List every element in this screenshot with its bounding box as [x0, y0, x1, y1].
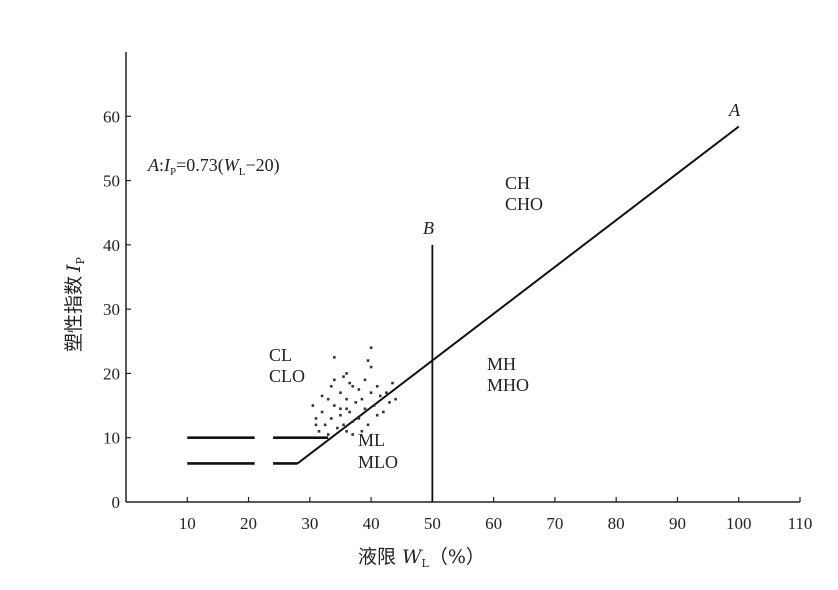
region-label-mlo: MLO — [358, 452, 398, 472]
y-tick-label-10: 10 — [103, 429, 120, 448]
scatter-point-35 — [385, 391, 388, 395]
scatter-point-13 — [342, 423, 345, 427]
x-tick-label-40: 40 — [363, 514, 380, 533]
scatter-point-10 — [336, 426, 339, 430]
scatter-point-21 — [357, 388, 361, 391]
y-tick-label-50: 50 — [103, 172, 120, 191]
scatter-point-41 — [348, 381, 351, 385]
line-a — [296, 125, 740, 465]
scatter-point-27 — [369, 346, 373, 350]
region-label-ch: CH — [505, 173, 530, 193]
scatter-point-23 — [360, 397, 364, 401]
scatter-point-11 — [339, 391, 342, 395]
region-label-mho: MHO — [487, 375, 529, 395]
line-a-label: A — [728, 100, 741, 120]
series-group — [296, 125, 740, 502]
scatter-point-15 — [345, 397, 348, 401]
scatter-point-16 — [345, 429, 348, 433]
x-tick-label-10: 10 — [179, 514, 196, 533]
x-tick-label-100: 100 — [726, 514, 752, 533]
scatter-point-36 — [388, 401, 391, 404]
y-tick-label-0: 0 — [112, 493, 121, 512]
scatter-point-37 — [391, 381, 394, 385]
y-tick-label-30: 30 — [103, 300, 120, 319]
scatter-point-18 — [351, 384, 355, 388]
scatter-point-47 — [314, 423, 318, 427]
scatter-point-42 — [351, 433, 355, 436]
scatter-point-40 — [339, 407, 342, 411]
line-b-label: B — [423, 218, 434, 238]
scatter-point-4 — [323, 423, 327, 427]
x-tick-label-60: 60 — [485, 514, 502, 533]
scatter-point-20 — [354, 401, 358, 404]
y-tick-label-60: 60 — [103, 107, 120, 126]
x-axis-title: 液限 WL（%） — [358, 546, 485, 570]
x-tick-label-70: 70 — [546, 514, 563, 533]
scatter-point-30 — [372, 404, 376, 407]
scatter-point-31 — [375, 384, 379, 388]
scatter-point-33 — [378, 394, 382, 398]
scatter-point-25 — [363, 407, 367, 411]
region-label-cho: CHO — [505, 194, 543, 214]
x-tick-label-80: 80 — [608, 514, 625, 533]
region-label-clo: CLO — [269, 366, 305, 386]
scatter-point-28 — [369, 365, 373, 369]
equation-label: A:IP=0.73(WL−20) — [147, 155, 280, 178]
x-tick-label-110: 110 — [788, 514, 813, 533]
scatter-point-49 — [345, 407, 348, 411]
scatter-point-3 — [320, 410, 324, 414]
scatter-point-22 — [357, 417, 361, 420]
scatter-point-6 — [326, 433, 330, 436]
scatter-point-24 — [363, 378, 367, 382]
scatter-point-45 — [320, 394, 324, 398]
scatter-point-8 — [333, 378, 336, 382]
scatter-point-26 — [366, 423, 370, 427]
y-tick-label-20: 20 — [103, 364, 120, 383]
scatter-point-2 — [317, 429, 321, 433]
scatter-point-7 — [329, 417, 333, 420]
scatter-point-group — [311, 346, 397, 436]
scatter-point-0 — [311, 404, 315, 407]
scatter-point-14 — [345, 372, 348, 375]
scatter-point-39 — [333, 356, 336, 359]
scatter-point-9 — [333, 404, 336, 407]
scatter-point-43 — [360, 429, 364, 433]
scatter-point-48 — [342, 375, 345, 378]
x-tick-label-30: 30 — [301, 514, 318, 533]
x-tick-group: 10 20 30 40 50 60 70 80 90 100 110 — [179, 497, 813, 533]
region-label-cl: CL — [269, 345, 292, 365]
y-axis-title: 塑性指数IP — [63, 256, 87, 352]
scatter-point-17 — [348, 410, 351, 414]
region-label-ml: ML — [358, 430, 385, 450]
scatter-point-46 — [329, 384, 333, 388]
x-tick-label-20: 20 — [240, 514, 257, 533]
scatter-point-12 — [339, 413, 342, 417]
scatter-point-44 — [366, 359, 370, 362]
dashed-line-group — [187, 436, 329, 465]
scatter-point-1 — [314, 417, 318, 420]
y-tick-label-40: 40 — [103, 236, 120, 255]
x-tick-label-50: 50 — [424, 514, 441, 533]
scatter-point-38 — [394, 397, 397, 401]
y-tick-group: 0 10 20 30 40 50 60 — [103, 107, 131, 512]
scatter-point-19 — [351, 420, 355, 423]
x-tick-label-90: 90 — [669, 514, 686, 533]
scatter-point-5 — [326, 397, 330, 401]
scatter-point-29 — [369, 391, 373, 395]
region-label-mh: MH — [487, 354, 516, 374]
scatter-point-32 — [375, 413, 379, 417]
scatter-point-34 — [382, 410, 385, 414]
